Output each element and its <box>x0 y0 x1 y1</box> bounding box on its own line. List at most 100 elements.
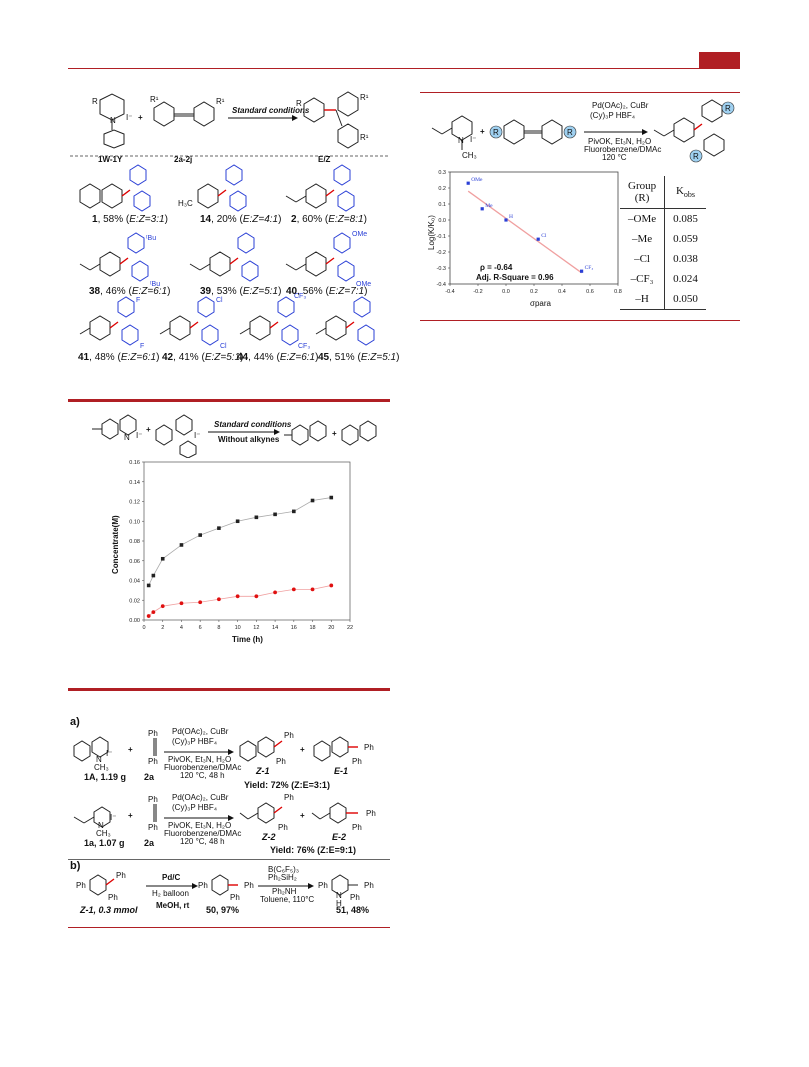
hammett-top-rule <box>420 92 740 93</box>
kinetics-series-line <box>148 497 332 586</box>
svg-text:CF₃: CF₃ <box>298 343 310 350</box>
kinetics-point <box>254 515 259 520</box>
kinetics-ytick-label: 0.00 <box>129 618 140 624</box>
svg-text:N: N <box>458 136 464 145</box>
svg-text:Fluorobenzene/DMAc: Fluorobenzene/DMAc <box>584 145 661 154</box>
svg-text:(Cy)₃P HBF₄: (Cy)₃P HBF₄ <box>172 803 217 812</box>
product-caption-44: 44, 44% (E:Z=6:1) <box>237 352 319 363</box>
kinetics-point <box>273 512 277 517</box>
row2-alkyne-label: 2a <box>144 838 155 848</box>
hammett-xlabel: σpara <box>530 299 552 308</box>
hammett-point <box>580 269 584 273</box>
svg-text:R¹: R¹ <box>216 97 225 106</box>
row1-reactant-label: 1A, 1.19 g <box>84 772 127 782</box>
svg-text:Ph: Ph <box>76 881 86 890</box>
svg-text:H₃C: H₃C <box>178 199 193 208</box>
kinetics-xtick-label: 22 <box>347 625 353 631</box>
product-caption-45: 45, 51% (E:Z=5:1) <box>318 352 400 363</box>
b-start-label: Z-1, 0.3 mmol <box>80 905 138 915</box>
kinetics-reaction: N I⁻ + I⁻ Standard conditions Without al… <box>92 414 377 458</box>
product-caption-38: 38, 46% (E:Z=6:1) <box>89 286 171 297</box>
kobs-group: –OMe <box>620 208 666 229</box>
svg-text:MeOH, rt: MeOH, rt <box>156 901 190 910</box>
kinetics-xtick-label: 14 <box>272 625 278 631</box>
svg-text:120 °C, 48 h: 120 °C, 48 h <box>180 837 225 846</box>
svg-text:B(C₆F₅)₃: B(C₆F₅)₃ <box>268 866 299 874</box>
svg-text:N: N <box>98 821 104 830</box>
row1-p1: Z-1 <box>256 766 270 776</box>
hammett-xtick-label: 0.8 <box>614 289 622 295</box>
svg-text:Ph: Ph <box>108 893 118 902</box>
svg-text:+: + <box>480 127 485 136</box>
hammett-xtick-label: -0.2 <box>473 289 482 295</box>
svg-text:H: H <box>336 899 342 908</box>
svg-text:Ph: Ph <box>284 793 294 802</box>
kobs-value: 0.038 <box>673 253 698 265</box>
hammett-r2: Adj. R-Square = 0.96 <box>476 273 554 282</box>
kobs-head-group: Group <box>628 180 657 192</box>
hammett-point-label: OMe <box>471 177 483 183</box>
hammett-ytick-label: 0.2 <box>438 186 446 192</box>
svg-text:I⁻: I⁻ <box>110 813 116 822</box>
scheme1-reactant2-label: 2a-2j <box>174 155 192 164</box>
svg-text:Pd(OAc)₂, CuBr: Pd(OAc)₂, CuBr <box>172 727 229 736</box>
kinetics-point <box>160 604 165 609</box>
kinetics-point <box>179 601 184 606</box>
hammett-point <box>480 207 484 211</box>
product-caption-42: 42, 41% (E:Z=5:1) <box>162 352 244 363</box>
svg-text:Fluorobenzene/DMAc: Fluorobenzene/DMAc <box>164 829 241 838</box>
hammett-rho: ρ = -0.64 <box>480 263 513 272</box>
kinetics-chart: 0.16 0.14 0.12 0.10 0.08 0.06 0.04 0.02 0.00 0 2 4… <box>111 460 353 644</box>
svg-text:R¹: R¹ <box>360 133 369 142</box>
svg-text:Pd(OAc)₂, CuBr: Pd(OAc)₂, CuBr <box>592 101 649 110</box>
svg-text:I⁻: I⁻ <box>194 431 200 440</box>
kinetics-xtick-label: 8 <box>217 625 220 631</box>
svg-text:ᵗBu: ᵗBu <box>150 281 160 288</box>
kinetics-ytick-label: 0.12 <box>129 500 140 506</box>
part-b-label: b) <box>70 860 81 872</box>
hammett-ytick-label: -0.2 <box>437 250 446 256</box>
kobs-group: –CF₃ <box>620 269 666 289</box>
svg-text:Cl: Cl <box>216 297 223 304</box>
kinetics-point <box>329 583 334 588</box>
row2-p2: E-2 <box>332 832 347 842</box>
kinetics-xlabel: Time (h) <box>232 635 263 644</box>
kinetics-xtick-label: 4 <box>180 625 183 631</box>
svg-text:Ph: Ph <box>198 881 208 890</box>
svg-text:CH₃: CH₃ <box>462 151 477 160</box>
svg-text:R¹: R¹ <box>360 93 369 102</box>
scheme3-top-rule <box>68 688 390 691</box>
svg-text:120 °C, 48 h: 120 °C, 48 h <box>180 771 225 780</box>
hammett-ytick-label: 0.0 <box>438 218 446 224</box>
svg-text:Ph₂NH: Ph₂NH <box>272 887 297 896</box>
kinetics-top-rule <box>68 399 390 402</box>
header-tab <box>699 52 740 68</box>
svg-text:Ph: Ph <box>364 743 374 752</box>
row1-alkyne-label: 2a <box>144 772 155 782</box>
row2-yield: Yield: 76% (Z:E=9:1) <box>270 845 356 855</box>
hammett-fit-line <box>467 190 582 274</box>
svg-text:CH₃: CH₃ <box>94 763 109 772</box>
kinetics-point <box>273 590 277 595</box>
kobs-value: 0.085 <box>673 213 698 225</box>
hammett-xtick-label: 0.4 <box>558 289 566 295</box>
scheme1-product-label: E/Z <box>318 155 331 164</box>
svg-text:N: N <box>96 755 102 764</box>
kinetics-xtick-label: 18 <box>309 625 315 631</box>
hammett-point <box>504 218 508 222</box>
hammett-point-label: Cl <box>541 233 547 239</box>
svg-text:R: R <box>92 97 98 106</box>
svg-text:Ph: Ph <box>278 823 288 832</box>
kinetics-point <box>291 587 296 592</box>
product-caption-14: 14, 20% (E:Z=4:1) <box>200 214 282 225</box>
b-mid-label: 50, 97% <box>206 905 240 915</box>
hammett-point-label: Me <box>485 203 493 209</box>
product-caption-1: 1, 58% (E:Z=3:1) <box>92 214 168 225</box>
svg-text:I⁻: I⁻ <box>106 749 112 758</box>
kobs-group: –H <box>620 289 666 310</box>
part-b-separator <box>68 859 390 860</box>
hammett-point-label: CF₃ <box>585 265 594 271</box>
svg-text:N: N <box>110 116 116 125</box>
svg-text:Ph: Ph <box>352 823 362 832</box>
svg-text:R: R <box>567 128 573 137</box>
